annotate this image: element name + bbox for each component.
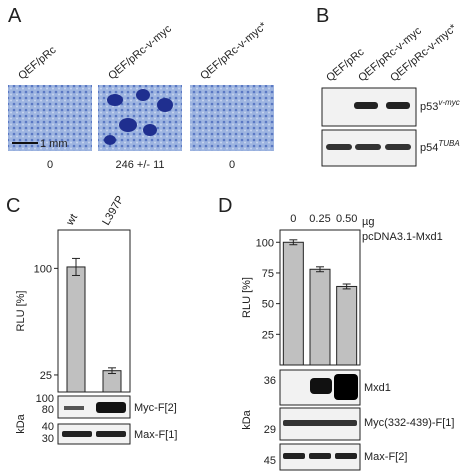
band xyxy=(283,453,305,459)
band xyxy=(62,431,92,437)
y-tick-label: 25 xyxy=(262,329,274,341)
count: 246 +/- 11 xyxy=(115,159,164,171)
y-axis-label: RLU [%] xyxy=(15,291,27,332)
bar xyxy=(336,285,358,366)
band xyxy=(64,406,84,410)
bar xyxy=(309,268,331,366)
panel-label: B xyxy=(316,5,329,27)
marker: 30 xyxy=(42,433,54,445)
panel-label: C xyxy=(6,195,20,217)
y-tick-label: 25 xyxy=(40,370,52,382)
panel-label: A xyxy=(8,5,22,27)
band xyxy=(386,102,410,109)
band xyxy=(334,374,358,400)
unit-label: kDa xyxy=(241,409,253,429)
blot xyxy=(57,423,131,445)
y-tick-label: 75 xyxy=(262,268,274,280)
band xyxy=(326,144,352,150)
x-tick-label: wt xyxy=(64,212,80,228)
y-tick-label: 100 xyxy=(256,237,274,249)
column-label: QEF/pRc-v-myc xyxy=(106,23,174,83)
marker: 36 xyxy=(264,375,276,387)
panel-label: D xyxy=(218,195,232,217)
colonies xyxy=(104,89,173,145)
marker: 80 xyxy=(42,404,54,416)
band xyxy=(354,102,378,109)
dish-image xyxy=(190,85,274,151)
band xyxy=(335,453,357,459)
band xyxy=(283,420,357,426)
marker: 100 xyxy=(36,393,54,405)
band-label: Mxd1 xyxy=(364,382,391,394)
scale-label: 1 mm xyxy=(40,138,68,150)
bar xyxy=(282,241,304,366)
x-tick-label: 0.50 xyxy=(336,213,357,225)
count: 0 xyxy=(229,159,235,171)
plot-frame xyxy=(57,229,131,393)
band-label: p54TUBA xyxy=(420,139,460,154)
dish-image xyxy=(8,85,92,151)
x-tick-label: L397P xyxy=(100,194,126,228)
band xyxy=(355,144,381,150)
column-label: QEF/pRc xyxy=(16,44,59,83)
x-tick-label: 0 xyxy=(290,213,296,225)
y-tick-label: 50 xyxy=(262,299,274,311)
band xyxy=(385,144,411,150)
y-tick-label: 100 xyxy=(34,263,52,275)
band xyxy=(309,453,331,459)
band-label: Myc-F[2] xyxy=(134,402,177,414)
bar xyxy=(66,266,86,393)
x-tick-label: 0.25 xyxy=(309,213,330,225)
unit-label: kDa xyxy=(15,413,27,433)
plasmid-label: pcDNA3.1-Mxd1 xyxy=(362,231,443,243)
band-label: Max-F[2] xyxy=(364,451,407,463)
band-label: Myc(332-439)-F[1] xyxy=(364,417,454,429)
marker: 45 xyxy=(264,455,276,467)
band xyxy=(96,402,126,413)
band-label: p53v-myc xyxy=(420,98,460,113)
y-axis-label: RLU [%] xyxy=(241,277,253,318)
count: 0 xyxy=(47,159,53,171)
column-label: QEF/pRc-v-myc* xyxy=(198,20,269,83)
band xyxy=(310,378,332,394)
dose-unit: µg xyxy=(362,216,374,228)
band xyxy=(96,431,126,437)
band-label: Max-F[1] xyxy=(134,429,177,441)
marker: 29 xyxy=(264,424,276,436)
marker: 40 xyxy=(42,421,54,433)
